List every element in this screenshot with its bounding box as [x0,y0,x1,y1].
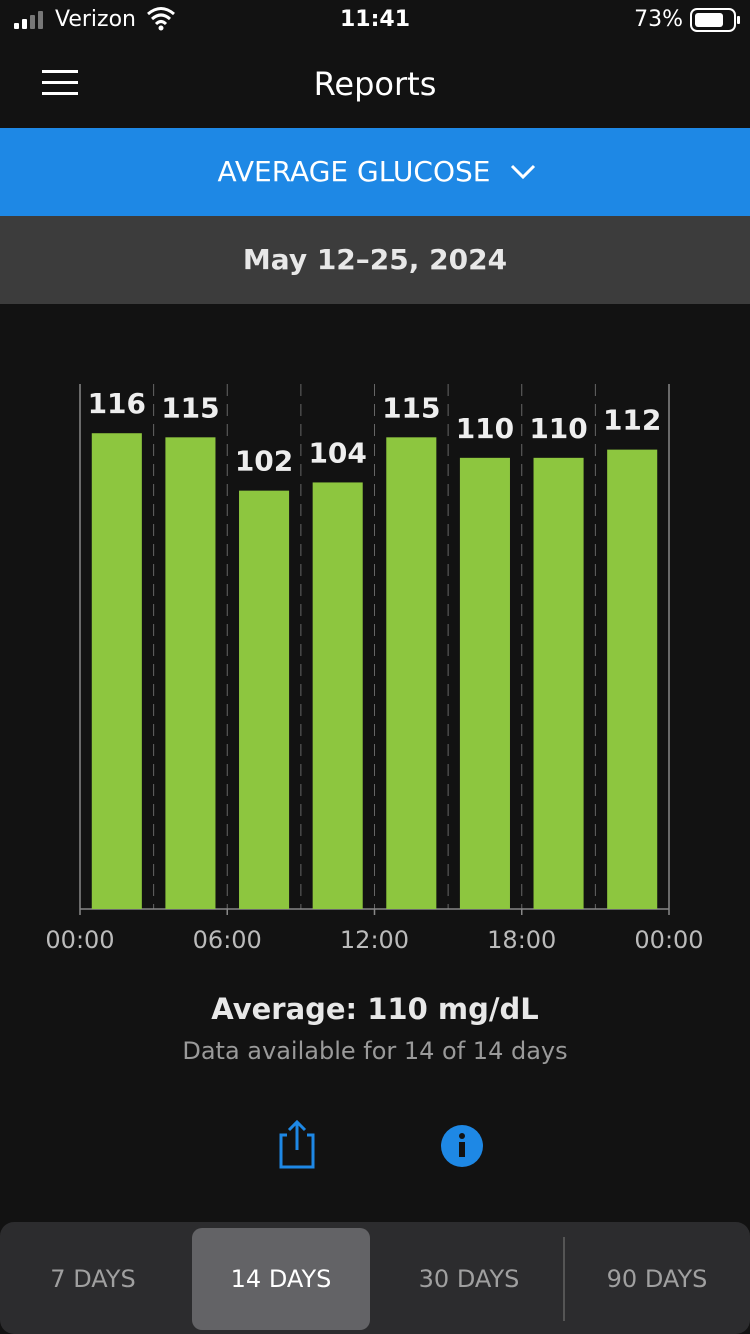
x-tick-label: 06:00 [193,926,262,954]
carrier: Verizon [55,7,136,32]
selector-label: AVERAGE GLUCOSE [218,155,491,188]
bar [91,433,142,909]
bar [165,437,216,909]
value-label: 102 [235,445,293,478]
average: Average: 110 mg/dL [211,992,538,1026]
menu-button[interactable] [42,70,78,95]
value-label: 115 [382,391,440,424]
x-tick-label: 00:00 [634,926,703,954]
selector-bar [0,128,750,216]
bar [386,437,437,909]
x-tick-label: 18:00 [487,926,556,954]
signal-bar [38,11,43,29]
tab-selected-bg [192,1228,370,1330]
value-label: 116 [88,387,146,420]
battery-tip [737,16,740,24]
wifi-icon [158,25,164,31]
chevron-down [510,164,536,180]
tab-label[interactable]: 30 DAYS [419,1265,520,1293]
value-label: 112 [603,404,661,437]
tab-bar: 7 DAYS 14 DAYS 30 DAYS 90 DAYS [0,1222,750,1334]
battery-icon [690,8,736,32]
value-label: 115 [161,391,219,424]
share-button[interactable] [279,1119,315,1169]
date-bar [0,216,750,304]
bar [533,457,584,909]
bar [239,490,290,909]
value-label: 110 [456,412,514,445]
tab-label[interactable]: 90 DAYS [607,1265,708,1293]
tab-label[interactable]: 7 DAYS [50,1265,135,1293]
wifi-icon [147,7,175,26]
battery-level [695,13,723,27]
header-title: Reports [314,65,437,103]
signal-bar [22,19,27,29]
info-button[interactable] [441,1125,483,1167]
battery-percent: 73% [634,7,683,32]
x-tick-label: 00:00 [45,926,114,954]
menu-line [42,81,78,84]
signal-bar [14,23,19,29]
header: Reports [42,65,436,103]
tab-bar-bg [0,1222,750,1334]
share-icon [279,1133,315,1169]
info-icon [459,1142,465,1157]
clock: 11:41 [340,7,410,32]
date-range: May 12–25, 2024 [243,243,507,276]
bar [312,482,363,909]
chart: 00:00 06:00 12:00 18:00 00:00 116 115 102 104 115… [45,384,704,954]
report-selector[interactable]: AVERAGE GLUCOSE [0,128,750,216]
x-tick-label: 12:00 [340,926,409,954]
tab-label[interactable]: 14 DAYS [231,1265,332,1293]
availability: Data available for 14 of 14 days [182,1037,567,1065]
menu-line [42,92,78,95]
value-label: 104 [308,436,366,469]
status-bar: Verizon 11:41 73% [14,7,740,32]
bar [459,457,510,909]
info-icon [459,1133,465,1139]
share-icon [287,1119,307,1150]
value-label: 110 [529,412,587,445]
tab-divider [563,1237,565,1321]
bar [607,449,658,909]
signal-bar [30,15,35,29]
menu-line [42,70,78,73]
